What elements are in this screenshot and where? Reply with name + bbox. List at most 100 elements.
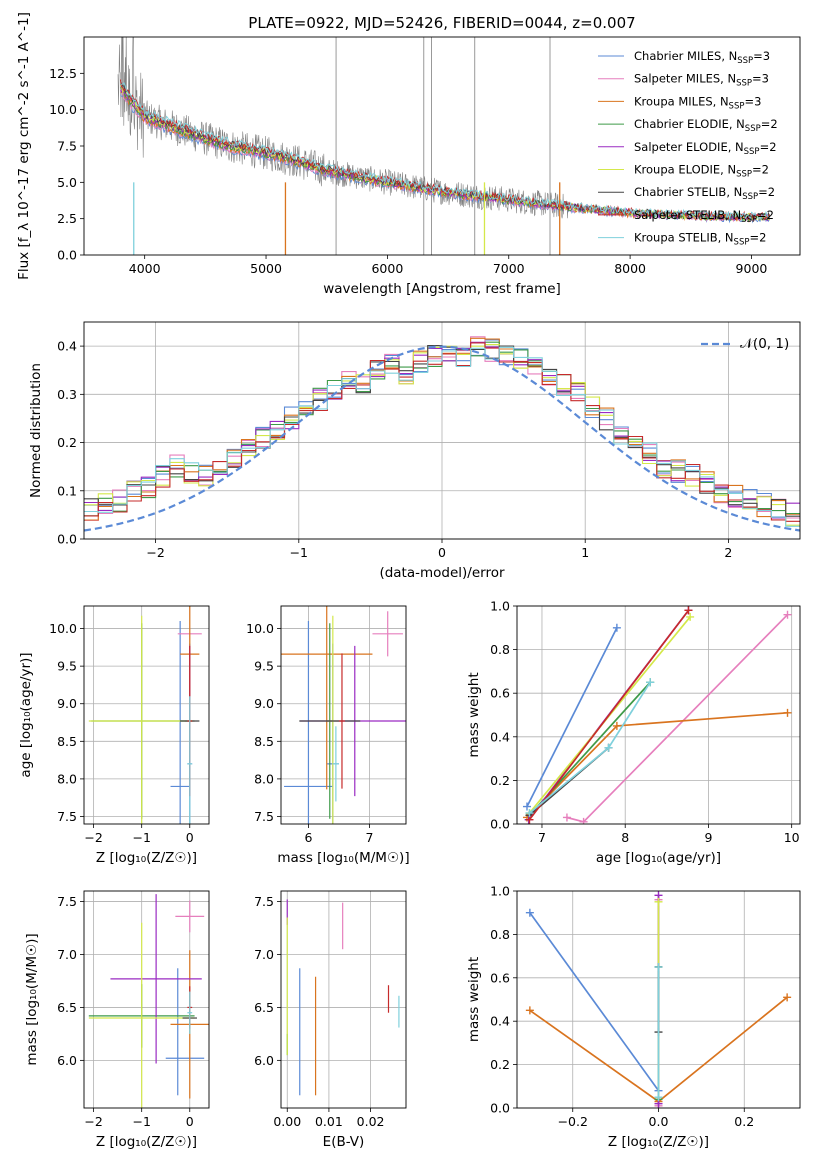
weight-marker — [612, 623, 621, 632]
chart-weight-vs-age: 7 8 9 10 0.0 0.2 0.4 0.6 0.8 1.0 age [log₁₀(age/yr… — [466, 599, 801, 866]
y-axis-label: Flux [f_λ 10^-17 erg cm^-2 s^-1 A^-1] — [16, 12, 32, 280]
x-tick-label: 0.02 — [357, 1114, 385, 1129]
weight-marker — [562, 813, 571, 822]
y-tick-label: 1.0 — [490, 599, 510, 614]
model-spectrum — [120, 89, 771, 223]
y-tick-label: 6.0 — [57, 1053, 77, 1068]
x-tick-label: −1 — [132, 1114, 150, 1129]
chart-mass-vs-Z: −2 −1 0 6.0 6.5 7.0 7.5 Z [log₁₀(Z/Z☉)] mass [lo… — [24, 890, 210, 1150]
weight-marker — [684, 606, 693, 615]
x-tick-label: 8 — [621, 830, 629, 845]
y-tick-label: 6.0 — [254, 1053, 274, 1068]
chart-mass-vs-ebv: 0.00 0.01 0.02 6.0 6.5 7.0 7.5 E(B-V) — [254, 890, 407, 1150]
weight-marker — [612, 721, 621, 730]
y-axis-label: mass weight — [466, 672, 482, 757]
x-axis-label: (data-model)/error — [379, 565, 505, 581]
x-tick-label: 4000 — [129, 261, 161, 276]
y-tick-label: 6.5 — [254, 1000, 274, 1015]
axes-frame — [83, 36, 801, 256]
legend-entry: Kroupa STELIB, NSSP=2 — [634, 231, 766, 248]
plot-area — [281, 606, 406, 824]
legend-entry: Salpeter MILES, NSSP=3 — [634, 72, 769, 89]
y-tick-label: 0.1 — [57, 483, 77, 498]
legend-entry: Kroupa ELODIE, NSSP=2 — [634, 163, 769, 180]
x-tick-label: 0.0 — [649, 1114, 669, 1129]
y-tick-label: 2.5 — [57, 211, 77, 226]
x-tick-label: 0 — [438, 545, 446, 560]
x-tick-label: 6000 — [371, 261, 403, 276]
plot-area — [88, 606, 202, 824]
weight-marker — [783, 708, 792, 717]
y-tick-label: 7.5 — [57, 894, 77, 909]
y-tick-label: 0.4 — [57, 339, 77, 354]
y-tick-label: 9.0 — [254, 696, 274, 711]
x-tick-label: 7 — [365, 830, 373, 845]
y-tick-label: 7.5 — [254, 809, 274, 824]
y-tick-label: 12.5 — [49, 66, 77, 81]
weight-marker — [654, 1093, 663, 1102]
plot-area — [88, 894, 209, 1108]
model-spectrum — [120, 94, 771, 224]
y-tick-label: 7.5 — [57, 809, 77, 824]
y-tick-label: 8.0 — [57, 771, 77, 786]
x-tick-label: 8000 — [614, 261, 646, 276]
legend-entry: Salpeter STELIB, NSSP=2 — [634, 208, 774, 225]
weight-marker — [686, 612, 695, 621]
y-tick-label: 0.6 — [490, 686, 510, 701]
y-tick-label: 0.3 — [57, 387, 77, 402]
weight-marker — [604, 743, 613, 752]
chart-residuals: −2 −1 0 1 2 0.0 0.1 0.2 0.3 0.4 (data-model)/error… — [28, 321, 801, 581]
model-spectrum — [120, 90, 771, 223]
y-tick-label: 0.8 — [490, 927, 510, 942]
x-axis-label: Z [log₁₀(Z/Z☉)] — [96, 1134, 197, 1150]
chart-weight-vs-Z: −0.2 0.0 0.2 0.0 0.2 0.4 0.6 0.8 1.0 Z [log₁₀(Z/Z… — [466, 884, 801, 1150]
chart-age-vs-mass: 6 7 7.5 8.0 8.5 9.0 9.5 10.0 mass [log₁₀(M/M☉)] — [246, 605, 410, 866]
weight-marker — [783, 993, 792, 1002]
axes-frame — [516, 605, 801, 825]
y-tick-label: 0.6 — [490, 970, 510, 985]
x-tick-label: −2 — [146, 545, 164, 560]
y-tick-label: 9.5 — [254, 659, 274, 674]
y-tick-label: 7.0 — [254, 947, 274, 962]
y-tick-label: 0.4 — [490, 729, 510, 744]
legend-entry: Salpeter ELODIE, NSSP=2 — [634, 140, 777, 157]
y-tick-label: 10.0 — [49, 102, 77, 117]
x-tick-label: 0.2 — [734, 1114, 754, 1129]
weight-marker — [654, 897, 663, 906]
x-axis-label: Z [log₁₀(Z/Z☉)] — [608, 1134, 709, 1150]
y-tick-label: 0.2 — [490, 773, 510, 788]
y-tick-label: 10.0 — [246, 621, 274, 636]
y-tick-label: 9.5 — [57, 659, 77, 674]
plot-area — [525, 891, 792, 1108]
x-axis-label: Z [log₁₀(Z/Z☉)] — [96, 850, 197, 866]
y-tick-label: 9.0 — [57, 696, 77, 711]
x-tick-label: 0.00 — [273, 1114, 301, 1129]
y-tick-label: 1.0 — [490, 884, 510, 899]
y-tick-label: 0.0 — [57, 248, 77, 263]
y-tick-label: 0.2 — [490, 1057, 510, 1072]
axes-frame — [83, 890, 210, 1109]
y-tick-label: 7.5 — [57, 139, 77, 154]
weight-marker — [579, 817, 588, 824]
legend-entry: Chabrier STELIB, NSSP=2 — [634, 185, 775, 202]
x-tick-label: 10 — [784, 830, 800, 845]
legend-entry: Kroupa MILES, NSSP=3 — [634, 94, 761, 111]
weight-line — [526, 627, 618, 807]
weight-marker — [525, 809, 534, 818]
weight-line — [528, 609, 690, 821]
y-tick-label: 8.5 — [57, 734, 77, 749]
y-axis-label: mass weight — [466, 957, 482, 1042]
weight-marker — [522, 802, 531, 811]
x-tick-label: −1 — [132, 830, 150, 845]
x-tick-label: 2 — [724, 545, 732, 560]
y-tick-label: 10.0 — [49, 621, 77, 636]
weight-marker — [654, 962, 663, 971]
y-tick-label: 7.5 — [254, 894, 274, 909]
x-tick-label: −2 — [84, 830, 102, 845]
y-axis-label: age [log₁₀(age/yr)] — [18, 652, 34, 777]
axes-frame — [83, 605, 210, 825]
y-tick-label: 0.2 — [57, 435, 77, 450]
residual-histogram — [84, 346, 800, 527]
weight-marker — [525, 1006, 534, 1015]
